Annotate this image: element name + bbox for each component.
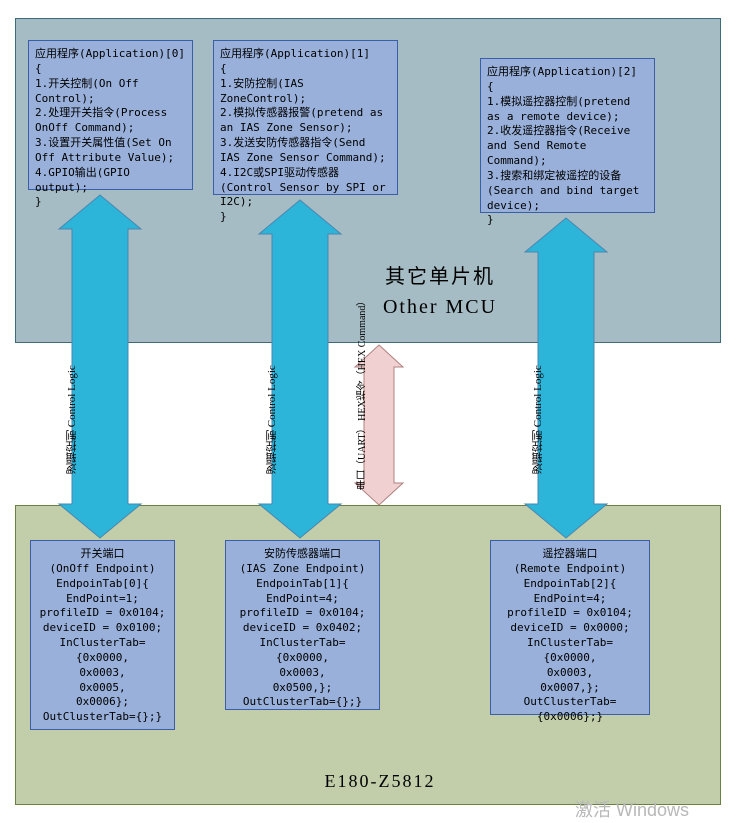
mcu-label-line1: 其它单片机 (385, 266, 495, 288)
e180-label: E180-Z5812 (270, 768, 490, 795)
control-logic-label-0: 逻辑控制 Control Logic (65, 350, 79, 490)
control-logic-label-2: 逻辑控制 Control Logic (531, 350, 545, 490)
control-logic-label-1: 逻辑控制 Control Logic (265, 350, 279, 490)
uart-hex-label: 串口（UART） HEX指令（HEX Command） (356, 370, 369, 490)
arrows-layer (0, 0, 738, 823)
windows-activation-watermark: 激活 Windows (575, 796, 689, 822)
other-mcu-label: 其它单片机 Other MCU (310, 262, 570, 322)
mcu-label-line2: Other MCU (383, 296, 497, 318)
